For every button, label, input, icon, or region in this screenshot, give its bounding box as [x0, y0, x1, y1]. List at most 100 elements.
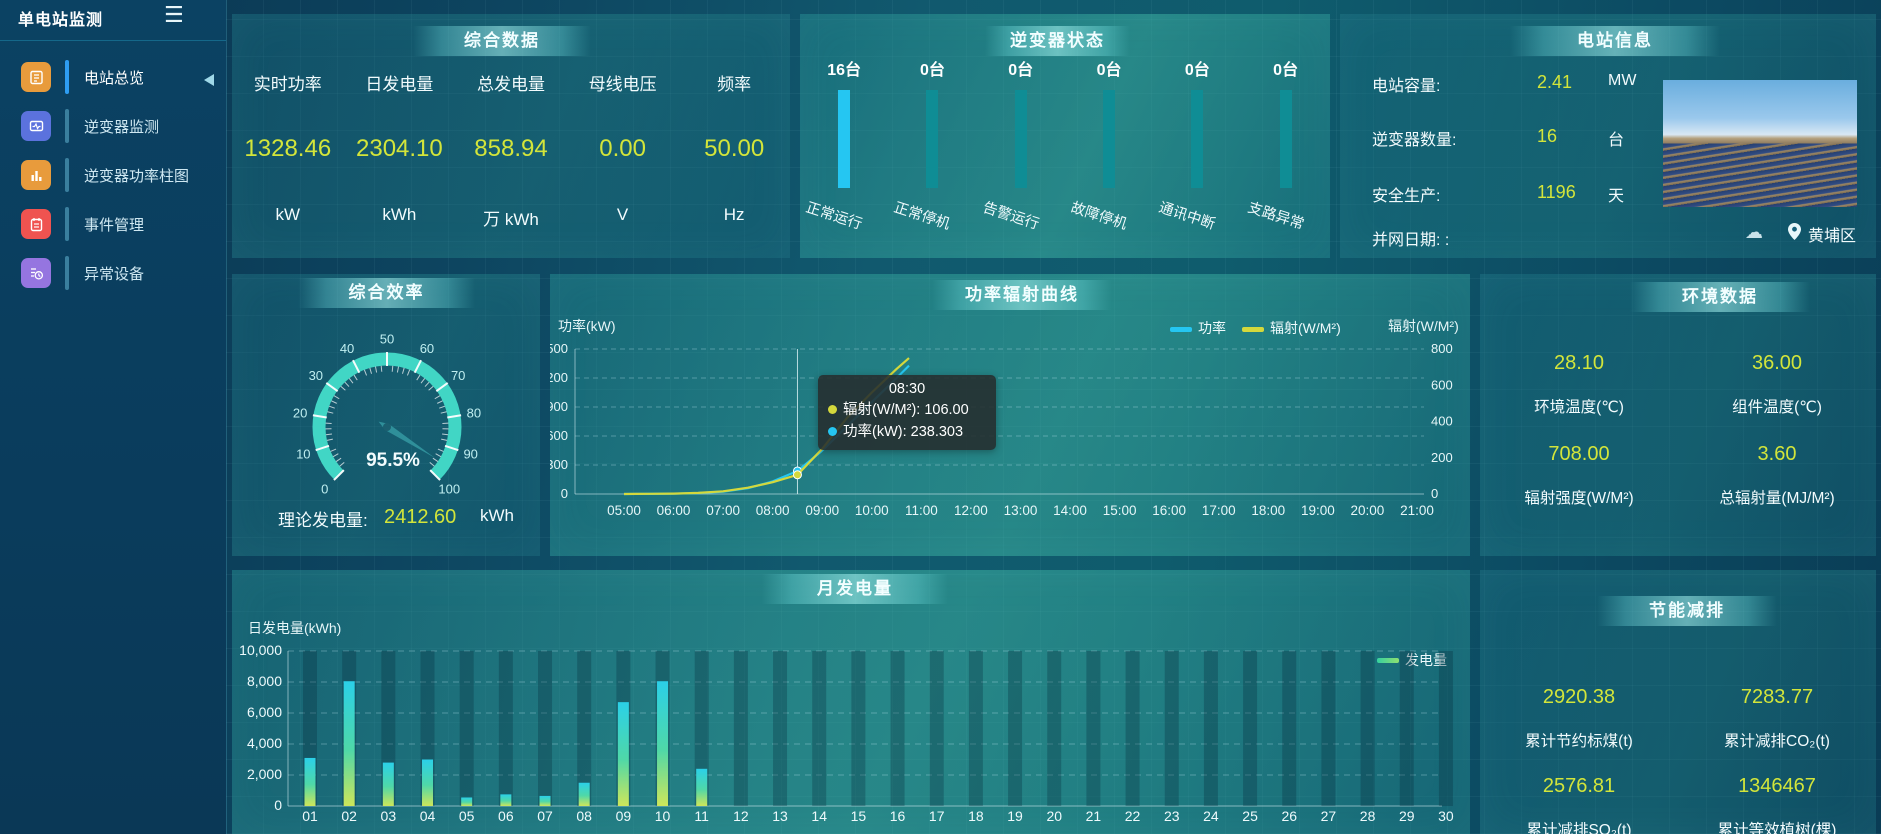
sidebar-item-label: 逆变器监测	[84, 119, 160, 136]
svg-text:10: 10	[296, 447, 310, 462]
svg-text:400: 400	[1431, 414, 1453, 429]
svg-text:14:00: 14:00	[1053, 503, 1087, 518]
bar-chart-legend[interactable]: 发电量	[1377, 650, 1447, 670]
svg-text:26: 26	[1281, 808, 1297, 824]
svg-text:19: 19	[1007, 808, 1023, 824]
sidebar-header: 单电站监测 ☰	[0, 0, 226, 34]
status-bar	[1191, 90, 1204, 188]
metric-total-irradiation: 3.60 总辐射量(MJ/M²)	[1719, 443, 1835, 507]
svg-text:28: 28	[1360, 808, 1376, 824]
yellow-dot-icon	[828, 405, 837, 414]
environment-metrics: 28.10 环境温度(℃) 36.00 组件温度(℃) 708.00 辐射强度(…	[1480, 352, 1876, 508]
svg-text:20:00: 20:00	[1351, 503, 1385, 518]
status-alarm-running: 0台 告警运行	[980, 62, 1041, 233]
svg-text:16:00: 16:00	[1152, 503, 1186, 518]
status-bar	[1103, 90, 1116, 188]
svg-text:07: 07	[537, 808, 553, 824]
station-overview-icon	[21, 62, 51, 92]
tooltip-irradiation: 辐射(W/M²): 106.00	[828, 400, 986, 422]
svg-text:06:00: 06:00	[657, 503, 691, 518]
item-indicator	[65, 207, 69, 241]
metric-ambient-temp: 28.10 环境温度(℃)	[1534, 352, 1624, 416]
tooltip-power: 功率(kW): 238.303	[828, 422, 986, 444]
status-branch-abnormal: 0台 支路异常	[1245, 62, 1306, 233]
svg-text:21: 21	[1086, 808, 1102, 824]
panel-title: 月发电量	[762, 574, 948, 604]
svg-text:29: 29	[1399, 808, 1415, 824]
panel-environment-data: 环境数据 28.10 环境温度(℃) 36.00 组件温度(℃) 708.00 …	[1480, 274, 1876, 556]
svg-text:12:00: 12:00	[954, 503, 988, 518]
weather-cloud-icon[interactable]: ☁	[1745, 222, 1763, 242]
inverter-monitor-icon	[21, 111, 51, 141]
svg-text:50: 50	[380, 332, 394, 347]
legend-power[interactable]: 功率	[1170, 318, 1226, 338]
svg-text:13: 13	[772, 808, 788, 824]
legend-power-swatch	[1170, 326, 1192, 332]
hamburger-menu-icon[interactable]: ☰	[164, 2, 184, 27]
metric-irradiance: 708.00 辐射强度(W/M²)	[1524, 443, 1634, 507]
svg-text:16: 16	[890, 808, 906, 824]
metric-co2-reduced: 7283.77 累计减排CO₂(t)	[1724, 686, 1830, 750]
svg-text:100: 100	[438, 482, 460, 497]
chart-tooltip: 08:30 辐射(W/M²): 106.00 功率(kW): 238.303	[818, 375, 996, 450]
monthly-generation-chart[interactable]: 0 2,000 4,000 6,000 8,000 10,000 01 02 03 04 05 06 0…	[232, 640, 1470, 834]
svg-text:25: 25	[1242, 808, 1258, 824]
sidebar-item-inverter-monitor[interactable]: 逆变器监测	[0, 107, 226, 151]
svg-text:02: 02	[341, 808, 357, 824]
svg-text:24: 24	[1203, 808, 1219, 824]
legend-irradiation[interactable]: 辐射(W/M²)	[1242, 318, 1341, 338]
panel-title: 功率辐射曲线	[932, 280, 1112, 310]
power-irradiation-chart[interactable]: 0 300 600 900 1,200 1,500 0 200 400 600 800 05:00 06…	[550, 334, 1470, 556]
sidebar-collapse-arrow[interactable]	[204, 74, 214, 86]
svg-text:10,000: 10,000	[239, 642, 282, 658]
svg-text:06: 06	[498, 808, 514, 824]
sidebar-item-event-management[interactable]: 事件管理	[0, 205, 226, 249]
sidebar-item-label: 异常设备	[84, 266, 145, 283]
svg-text:17:00: 17:00	[1202, 503, 1236, 518]
panel-efficiency: 综合效率 0 10 20 30 40 50 60 70 80 90 100 95.5% 理论发电量: …	[232, 274, 540, 556]
panel-title: 综合数据	[413, 26, 591, 56]
svg-text:4,000: 4,000	[247, 735, 282, 751]
sidebar-item-station-overview[interactable]: 电站总览	[0, 58, 226, 102]
svg-text:04: 04	[420, 808, 436, 824]
svg-text:03: 03	[381, 808, 397, 824]
svg-text:01: 01	[302, 808, 318, 824]
metric-so2-reduced: 2576.81 累计减排SO₂(t)	[1526, 775, 1632, 834]
abnormal-device-icon	[21, 258, 51, 288]
svg-text:11:00: 11:00	[905, 503, 938, 518]
svg-text:08:00: 08:00	[756, 503, 790, 518]
sidebar-divider	[0, 40, 226, 41]
svg-text:18: 18	[968, 808, 984, 824]
legend-generation-label: 发电量	[1405, 652, 1447, 668]
svg-text:15: 15	[851, 808, 867, 824]
sidebar-item-label: 逆变器功率柱图	[84, 168, 190, 185]
svg-text:0: 0	[321, 482, 328, 497]
svg-text:80: 80	[467, 406, 481, 421]
svg-text:20: 20	[1046, 808, 1062, 824]
inverter-status-bars: 16台 正常运行 0台 正常停机 0台 告警运行 0台 故障停机 0台	[800, 56, 1330, 246]
panel-energy-saving: 节能减排 2920.38 累计节约标煤(t) 7283.77 累计减排CO₂(t…	[1480, 570, 1876, 834]
svg-text:40: 40	[340, 341, 354, 356]
sidebar-item-inverter-power-bars[interactable]: 逆变器功率柱图	[0, 156, 226, 200]
status-bar	[926, 90, 939, 188]
sidebar-item-abnormal-devices[interactable]: 异常设备	[0, 254, 226, 298]
item-indicator	[65, 256, 69, 290]
metric-total-energy: 总发电量 858.94 万 kWh	[474, 75, 548, 229]
status-fault-stop: 0台 故障停机	[1068, 62, 1129, 233]
line-chart-legend: 功率 辐射(W/M²)	[1170, 318, 1341, 338]
location-pin-icon[interactable]	[1788, 223, 1801, 245]
summary-metrics: 实时功率 1328.46 kW 日发电量 2304.10 kWh 总发电量 85…	[232, 70, 790, 230]
svg-text:11: 11	[694, 808, 709, 824]
location-name[interactable]: 黄埔区	[1808, 228, 1857, 245]
svg-text:1,200: 1,200	[550, 370, 568, 385]
svg-text:15:00: 15:00	[1103, 503, 1137, 518]
legend-irradiation-swatch	[1242, 326, 1264, 332]
panel-title: 逆变器状态	[985, 26, 1130, 56]
status-normal-stop: 0台 正常停机	[892, 62, 953, 233]
svg-text:30: 30	[309, 368, 323, 383]
metric-module-temp: 36.00 组件温度(℃)	[1732, 352, 1822, 416]
svg-text:10: 10	[655, 808, 671, 824]
svg-text:0: 0	[561, 486, 568, 501]
panel-title: 环境数据	[1630, 282, 1810, 312]
